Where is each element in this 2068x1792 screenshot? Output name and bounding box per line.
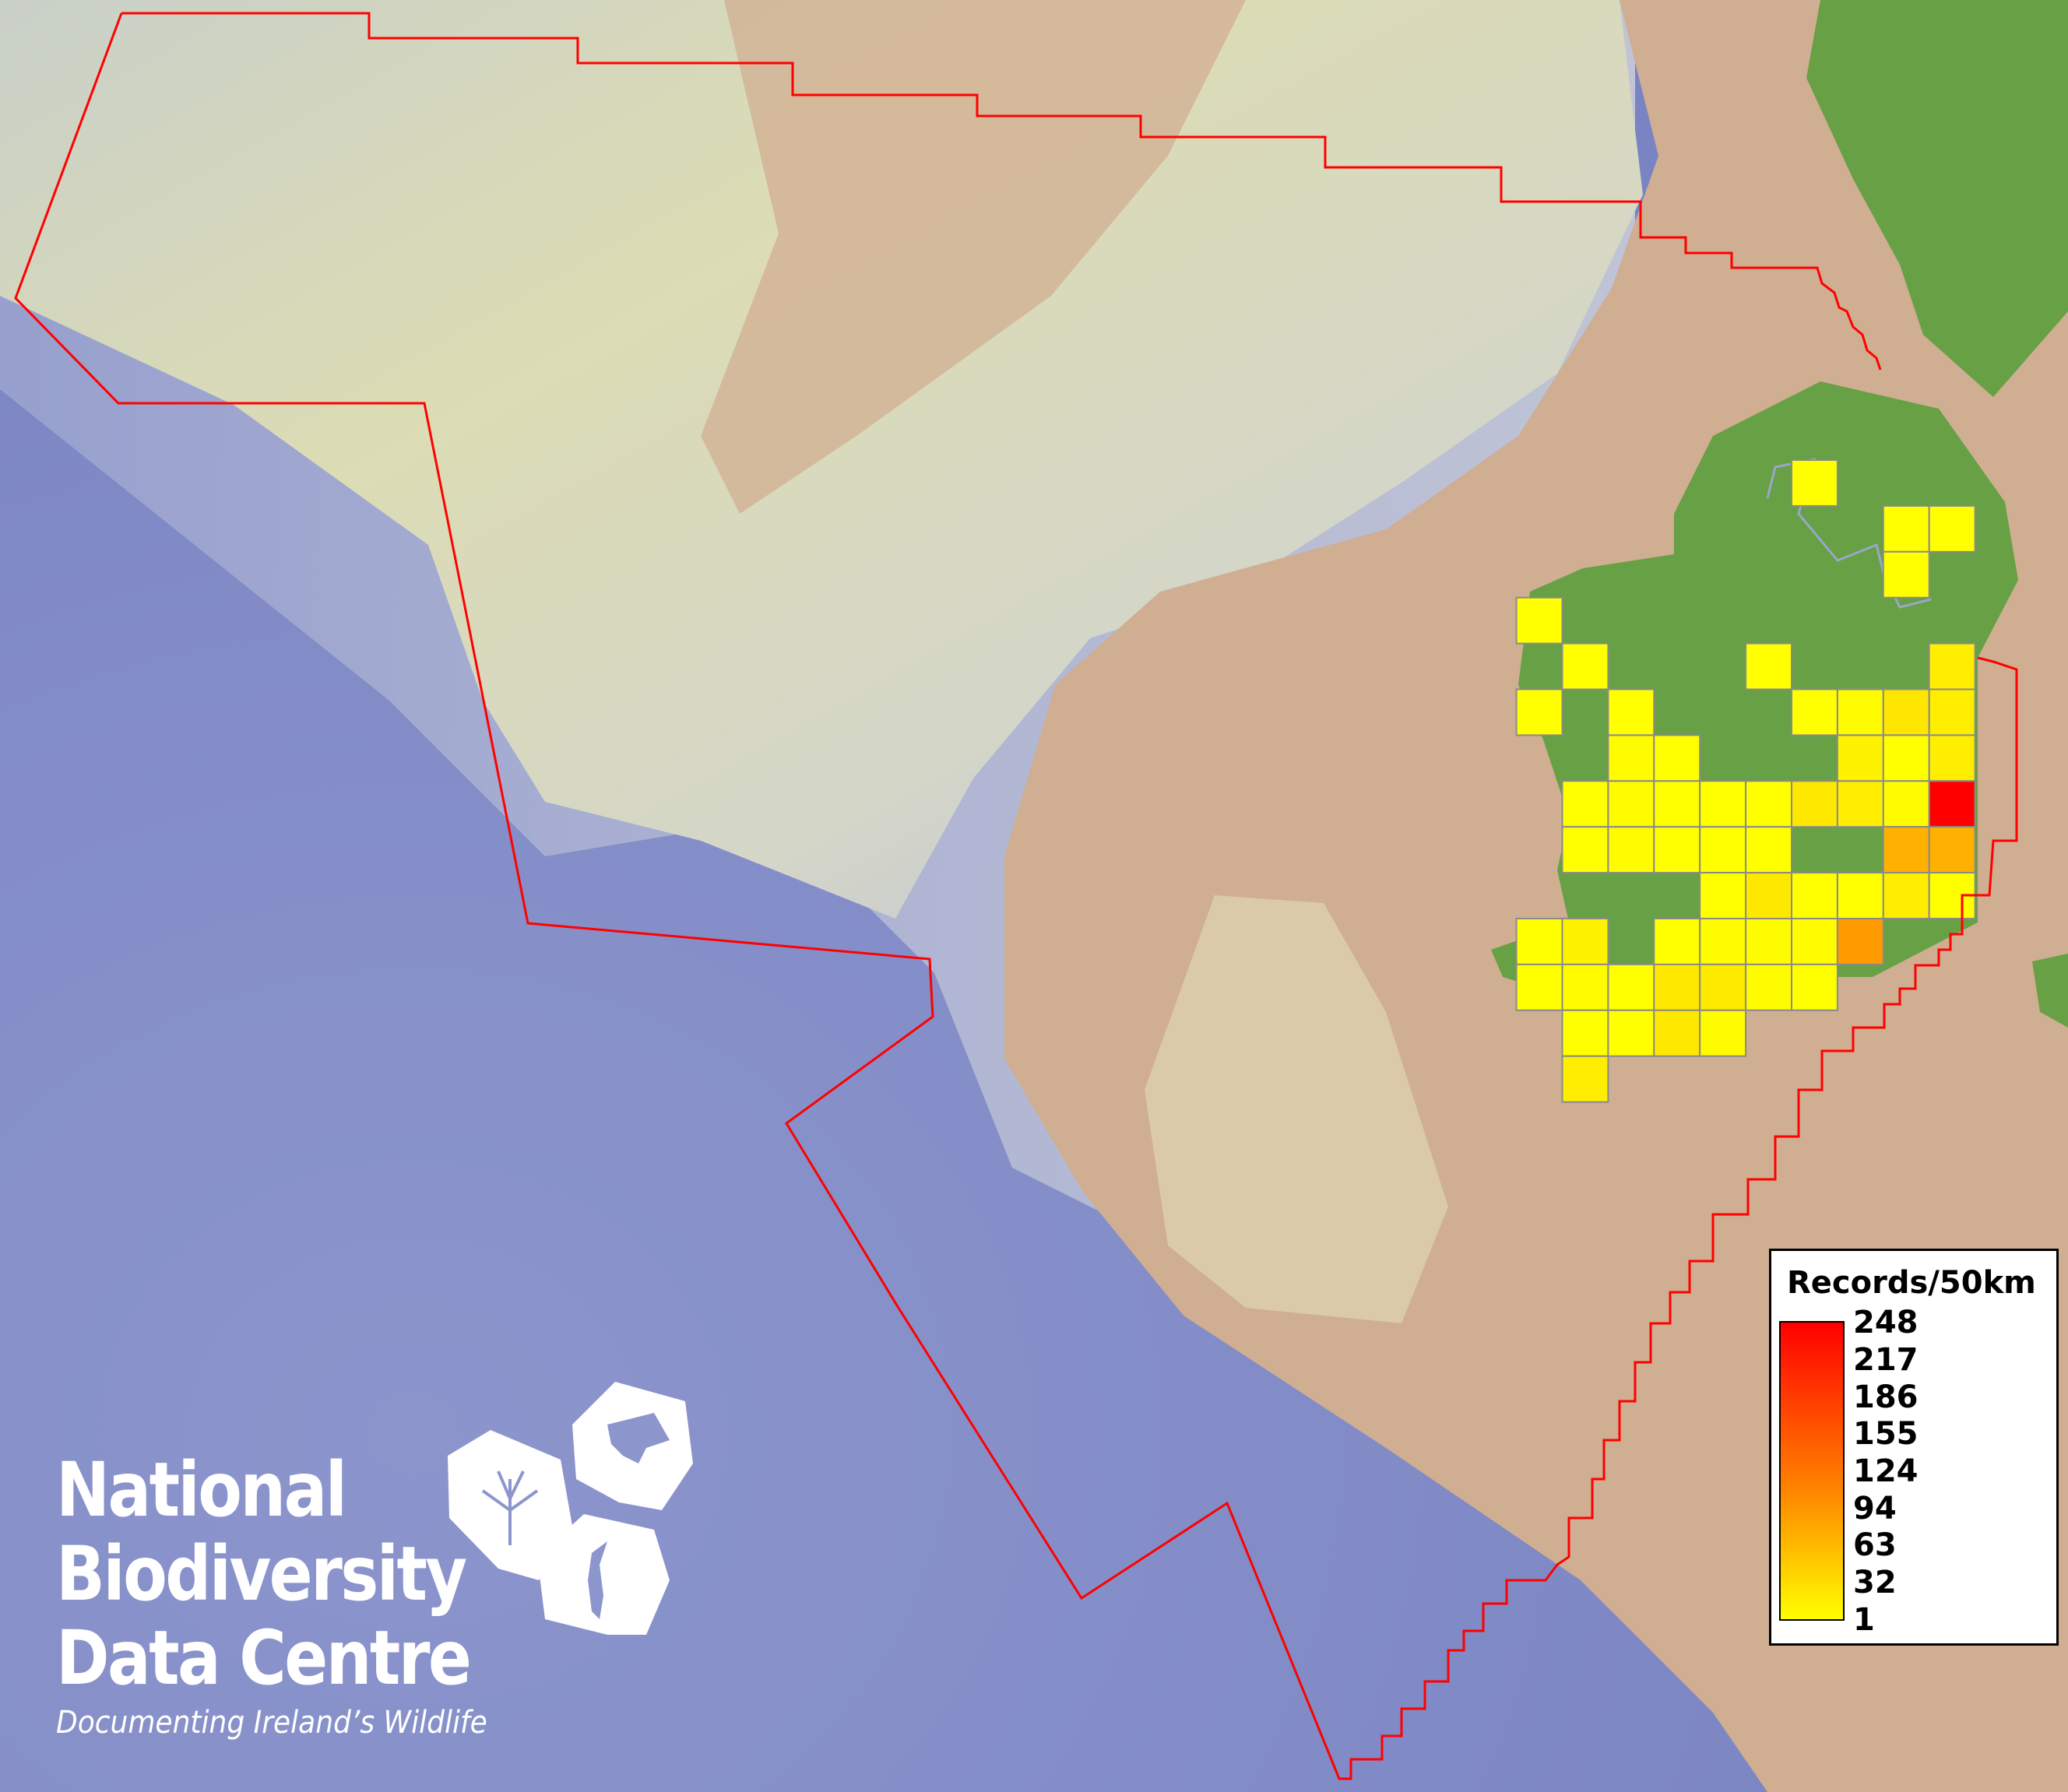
logo-tagline: Documenting Ireland’s Wildlife [56, 1705, 487, 1741]
grid-cell[interactable] [1928, 504, 1976, 553]
grid-cell[interactable] [1882, 872, 1930, 919]
grid-cell[interactable] [1607, 688, 1655, 736]
scotland-land[interactable] [1806, 0, 2068, 397]
legend-tick: 248 [1853, 1305, 1919, 1340]
legend-colorbar [1779, 1321, 1845, 1621]
grid-cell[interactable] [1836, 918, 1884, 965]
legend-tick: 155 [1853, 1416, 1919, 1452]
grid-cell[interactable] [1515, 688, 1563, 736]
grid-cell[interactable] [1561, 918, 1609, 965]
grid-cell[interactable] [1699, 918, 1747, 965]
seabed-tan-north [701, 0, 1246, 514]
grid-cell[interactable] [1515, 918, 1563, 965]
grid-cell[interactable] [1836, 872, 1884, 919]
shelf-lobe [1145, 895, 1448, 1323]
legend-title: Records/50km [1787, 1265, 2036, 1301]
seahorse-icon [537, 1514, 670, 1635]
legend-tick: 94 [1853, 1491, 1897, 1527]
grid-cell[interactable] [1561, 963, 1609, 1011]
grid-cell[interactable] [1699, 780, 1747, 828]
grid-cell[interactable] [1561, 1055, 1609, 1103]
grid-cell[interactable] [1745, 872, 1793, 919]
grid-cell[interactable] [1882, 734, 1930, 782]
map-legend: Records/50km 248 217 186 155 124 94 63 3… [1769, 1249, 2059, 1646]
eez-boundary-line [14, 12, 2018, 1780]
legend-tick: 63 [1853, 1527, 1897, 1563]
grid-cell[interactable] [1791, 963, 1838, 1011]
legend-tick: 124 [1853, 1453, 1919, 1489]
grid-cell[interactable] [1745, 642, 1793, 690]
grid-cell[interactable] [1561, 1009, 1609, 1057]
grid-cell[interactable] [1699, 1009, 1747, 1057]
butterfly-icon [572, 1382, 693, 1510]
grid-cell[interactable] [1928, 642, 1976, 690]
grid-cell[interactable] [1791, 459, 1838, 507]
grid-cell[interactable] [1791, 918, 1838, 965]
grid-cell[interactable] [1791, 780, 1838, 828]
grid-cell[interactable] [1561, 826, 1609, 874]
grid-cell[interactable] [1653, 918, 1701, 965]
grid-cell[interactable] [1561, 780, 1609, 828]
grid-cell[interactable] [1699, 826, 1747, 874]
legend-tick: 1 [1853, 1602, 1875, 1638]
nbdc-logo: National Biodiversity Data Centre Docume… [56, 1448, 537, 1741]
grid-cell[interactable] [1607, 780, 1655, 828]
grid-cell[interactable] [1653, 734, 1701, 782]
logo-line-data-centre: Data Centre [56, 1615, 472, 1702]
grid-cell[interactable] [1607, 734, 1655, 782]
grid-cell[interactable] [1561, 642, 1609, 690]
grid-cell[interactable] [1745, 918, 1793, 965]
grid-cell[interactable] [1882, 504, 1930, 553]
grid-cell[interactable] [1928, 734, 1976, 782]
grid-cell[interactable] [1928, 780, 1976, 828]
grid-cell[interactable] [1515, 596, 1563, 645]
records-grid [1515, 459, 1976, 1103]
grid-cell[interactable] [1882, 780, 1930, 828]
grid-cell[interactable] [1653, 1009, 1701, 1057]
grid-cell[interactable] [1882, 688, 1930, 736]
tree-icon [448, 1430, 572, 1580]
grid-cell[interactable] [1515, 963, 1563, 1011]
legend-tick: 186 [1853, 1379, 1919, 1415]
grid-cell[interactable] [1607, 1009, 1655, 1057]
grid-cell[interactable] [1699, 963, 1747, 1011]
legend-tick: 32 [1853, 1565, 1897, 1601]
grid-cell[interactable] [1653, 780, 1701, 828]
grid-cell[interactable] [1882, 826, 1930, 874]
grid-cell[interactable] [1653, 826, 1701, 874]
grid-cell[interactable] [1607, 826, 1655, 874]
grid-cell[interactable] [1699, 872, 1747, 919]
grid-cell[interactable] [1836, 688, 1884, 736]
grid-cell[interactable] [1745, 826, 1793, 874]
legend-tick: 217 [1853, 1342, 1919, 1378]
grid-cell[interactable] [1791, 688, 1838, 736]
wales-land [2032, 954, 2068, 1028]
grid-cell[interactable] [1836, 780, 1884, 828]
grid-cell[interactable] [1928, 688, 1976, 736]
grid-cell[interactable] [1745, 963, 1793, 1011]
logo-icons [448, 1382, 693, 1635]
grid-cell[interactable] [1653, 963, 1701, 1011]
grid-cell[interactable] [1607, 963, 1655, 1011]
grid-cell[interactable] [1928, 826, 1976, 874]
grid-cell[interactable] [1882, 550, 1930, 599]
grid-cell[interactable] [1745, 780, 1793, 828]
grid-cell[interactable] [1836, 734, 1884, 782]
grid-cell[interactable] [1791, 872, 1838, 919]
logo-line-national: National [56, 1446, 347, 1534]
logo-line-biodiversity: Biodiversity [56, 1530, 467, 1618]
